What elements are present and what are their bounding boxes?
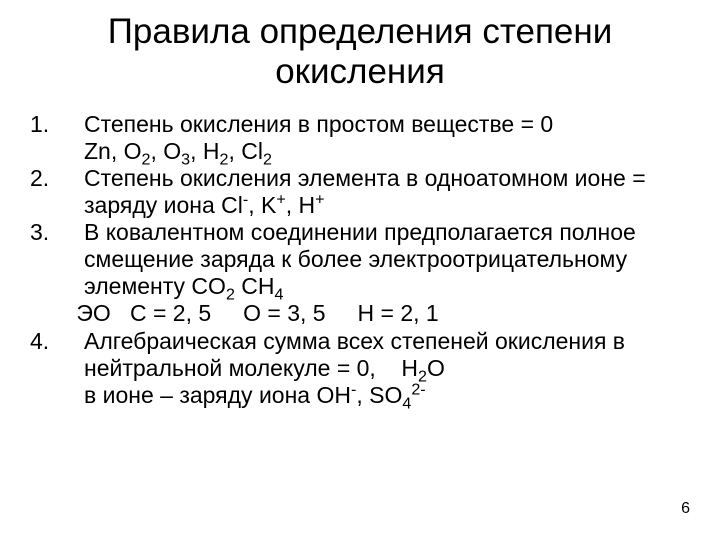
slide-title: Правила определения степени окисления [30, 12, 690, 93]
slide-body: 1. Степень окисления в простом веществе … [30, 111, 690, 409]
slide: Правила определения степени окисления 1.… [0, 0, 720, 540]
item-line: Алгебраическая сумма всех степеней окисл… [84, 328, 690, 382]
page-number: 6 [681, 500, 690, 518]
item-text: Алгебраическая сумма всех степеней окисл… [84, 328, 690, 409]
list-item: 4. Алгебраическая сумма всех степеней ок… [30, 328, 690, 409]
item-text: Степень окисления в простом веществе = 0… [84, 111, 690, 165]
item-number: 1. [30, 111, 84, 165]
item-line: В ковалентном соединении предполагается … [84, 219, 690, 300]
item-number: 3. [30, 219, 84, 300]
item-text: Степень окисления элемента в одноатомном… [84, 165, 690, 219]
item-line: в ионе – заряду иона OH-, SO42- [84, 382, 690, 409]
item-line: Степень окисления в простом веществе = 0 [84, 111, 690, 138]
item-line: Степень окисления элемента в одноатомном… [84, 165, 690, 219]
item-text: В ковалентном соединении предполагается … [84, 219, 690, 300]
item-extra-line: ЭО C = 2, 5 O = 3, 5 H = 2, 1 [70, 300, 690, 327]
list-item: 2. Степень окисления элемента в одноатом… [30, 165, 690, 219]
item-number: 4. [30, 328, 84, 409]
item-line: Zn, O2, O3, H2, Cl2 [84, 138, 690, 165]
list-item-extra: ЭО C = 2, 5 O = 3, 5 H = 2, 1 [30, 300, 690, 327]
list-item: 3. В ковалентном соединении предполагает… [30, 219, 690, 300]
list-item: 1. Степень окисления в простом веществе … [30, 111, 690, 165]
item-number: 2. [30, 165, 84, 219]
